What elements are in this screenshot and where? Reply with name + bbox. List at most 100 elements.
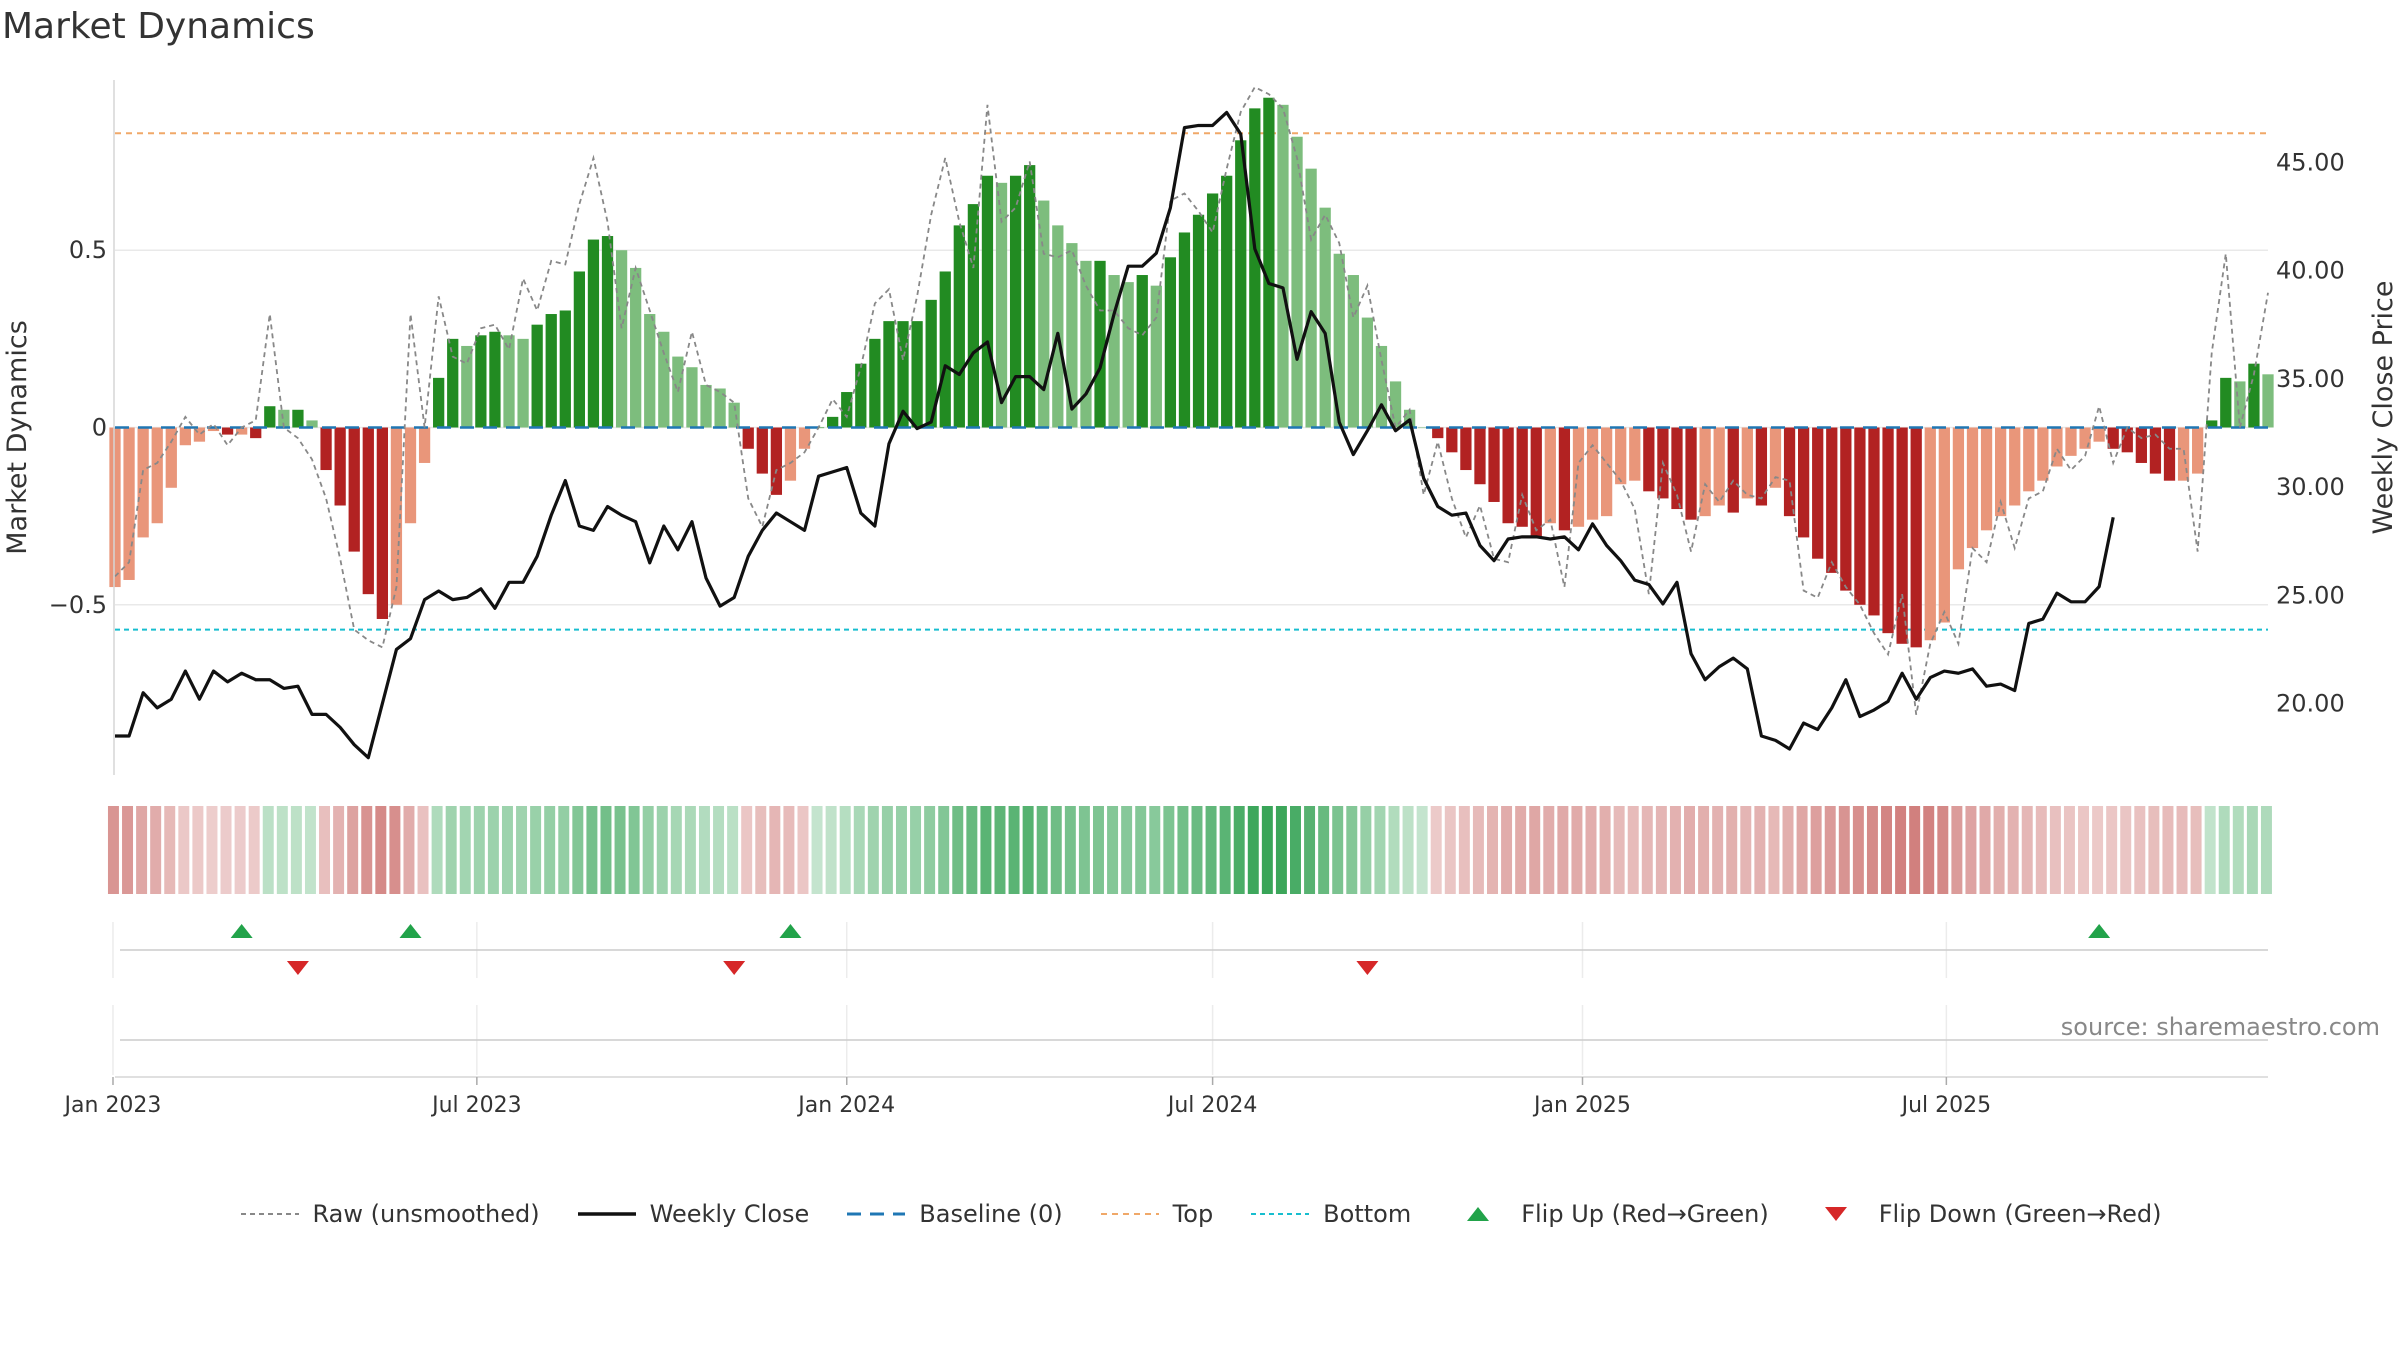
y-tick-label-left: 0.5 [69,236,107,264]
y-axis-label-left: Market Dynamics [2,320,33,555]
heat-cell [1205,806,1217,894]
dynamics-bar [953,225,965,428]
heat-cell [1571,806,1583,894]
dynamics-bar [236,427,248,435]
heat-cell [2162,806,2174,894]
dynamics-bar [1671,427,1683,510]
flip-down-marker [723,961,746,975]
heat-cell [1824,806,1836,894]
heat-cell [2120,806,2132,894]
flip-up-marker [399,924,422,938]
dynamics-bar [2121,427,2133,453]
dynamics-bar [981,175,994,428]
heat-cell [1782,806,1794,894]
dynamics-bar [841,392,853,428]
dynamics-bar [1896,427,1908,644]
dynamics-bar [644,314,656,428]
heat-cell [1022,806,1034,894]
heat-cell [1135,806,1147,894]
heat-cell [2232,806,2244,894]
dynamics-bar [1572,427,1585,527]
dynamics-bar [1966,427,1979,549]
heat-cell [1895,806,1907,894]
dynamics-bar [151,427,163,524]
dynamics-bar [1150,285,1162,428]
heat-cell [445,806,457,894]
dynamics-bar [1024,165,1036,428]
heat-cell [1979,806,1991,894]
y-tick-label-right: 25.00 [2276,581,2345,609]
heat-cell [1121,806,1133,894]
heat-cell [825,806,837,894]
heat-cell [670,806,682,894]
heat-cell [741,806,753,894]
dynamics-bar [390,427,403,605]
dynamics-bar [1305,168,1317,428]
dynamics-bar [1685,427,1697,520]
flip-up-marker [779,924,802,938]
legend-item: Raw (unsmoothed) [239,1200,540,1228]
x-tick-label: Jul 2025 [1900,1093,1992,1118]
y-tick-label-right: 20.00 [2276,690,2345,718]
heat-cell [1951,806,1963,894]
heat-cell [375,806,387,894]
dynamics-bar [1136,275,1148,428]
dynamics-bar [1516,427,1528,527]
dynamics-bar [1009,175,1022,428]
heat-cell [304,806,316,894]
dynamics-bar [1038,200,1050,428]
heat-cell [1360,806,1372,894]
chart-legend: Raw (unsmoothed) Weekly Close Baseline (0)… [0,1200,2400,1228]
heat-cell [417,806,429,894]
heat-cell [347,806,359,894]
heat-cell [2246,806,2258,894]
dynamics-bar [1995,427,2007,517]
legend-item: Top [1099,1200,1213,1228]
dynamics-bar [1235,140,1247,428]
legend-symbol-flip-down [1824,1207,1847,1221]
heat-cell [248,806,260,894]
heat-cell [136,806,148,894]
dynamics-bar [939,271,951,428]
dynamics-bar [2220,377,2232,428]
heat-cell [1993,806,2005,894]
dynamics-bar [1277,104,1289,428]
heat-cell [1937,806,1949,894]
heat-cell [501,806,513,894]
heat-cell [1852,806,1864,894]
dynamics-bar [362,427,374,595]
dynamics-bar [2079,427,2091,449]
heat-cell [1233,806,1245,894]
source-note: source: sharemaestro.com [2060,1013,2380,1041]
heat-cell [1810,806,1822,894]
heat-cell [516,806,528,894]
heat-cell [1275,806,1287,894]
heat-cell [966,806,978,894]
heat-cell [544,806,556,894]
dynamics-bar [2206,420,2218,428]
flip-down-marker [286,961,309,975]
dynamics-bar [2149,427,2162,474]
y-tick-label-right: 45.00 [2276,148,2345,176]
heat-cell [1261,806,1273,894]
heat-cell [431,806,443,894]
heat-cell [1163,806,1175,894]
heat-cell [910,806,922,894]
dynamics-bar [1826,427,1838,573]
dynamics-bar [1544,427,1556,524]
heat-cell [220,806,232,894]
heat-cell [1655,806,1667,894]
dynamics-bar [2009,427,2021,506]
dynamics-bar [1094,260,1106,428]
heat-cell [1641,806,1653,894]
heat-cell [487,806,499,894]
heat-cell [586,806,598,894]
dynamics-bar [573,271,586,428]
dynamics-bar [1812,427,1824,559]
heat-cell [1768,806,1780,894]
dynamics-bar [517,338,529,428]
dynamics-bar [1755,427,1768,506]
heat-cell [1177,806,1189,894]
heat-cell [755,806,767,894]
dynamics-bar [1291,136,1303,428]
